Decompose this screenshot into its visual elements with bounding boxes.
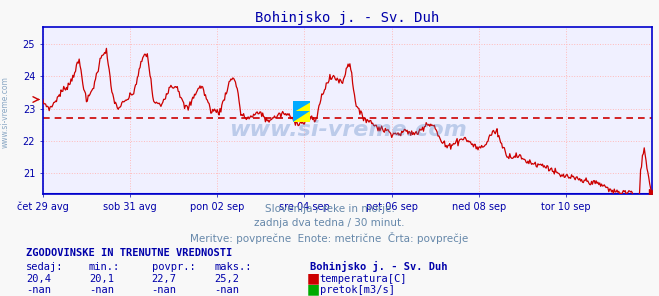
Text: -nan: -nan [152,285,177,295]
Text: Meritve: povprečne  Enote: metrične  Črta: povprečje: Meritve: povprečne Enote: metrične Črta:… [190,232,469,244]
Text: 20,4: 20,4 [26,274,51,284]
Text: min.:: min.: [89,262,120,272]
Text: Slovenija / reke in morje.: Slovenija / reke in morje. [264,204,395,214]
Text: -nan: -nan [214,285,239,295]
Text: zadnja dva tedna / 30 minut.: zadnja dva tedna / 30 minut. [254,218,405,229]
Text: temperatura[C]: temperatura[C] [320,274,407,284]
Text: ZGODOVINSKE IN TRENUTNE VREDNOSTI: ZGODOVINSKE IN TRENUTNE VREDNOSTI [26,248,233,258]
Text: -nan: -nan [89,285,114,295]
Text: pretok[m3/s]: pretok[m3/s] [320,285,395,295]
Text: www.si-vreme.com: www.si-vreme.com [1,77,10,148]
Text: povpr.:: povpr.: [152,262,195,272]
Text: sedaj:: sedaj: [26,262,64,272]
Text: 22,7: 22,7 [152,274,177,284]
Text: 25,2: 25,2 [214,274,239,284]
Text: www.si-vreme.com: www.si-vreme.com [229,120,467,140]
Text: 20,1: 20,1 [89,274,114,284]
Polygon shape [293,102,310,112]
Text: -nan: -nan [26,285,51,295]
Text: ■: ■ [306,271,320,285]
Polygon shape [293,112,310,122]
Text: ■: ■ [306,282,320,296]
Text: maks.:: maks.: [214,262,252,272]
Text: Bohinjsko j. - Sv. Duh: Bohinjsko j. - Sv. Duh [310,261,447,272]
Title: Bohinjsko j. - Sv. Duh: Bohinjsko j. - Sv. Duh [256,12,440,25]
